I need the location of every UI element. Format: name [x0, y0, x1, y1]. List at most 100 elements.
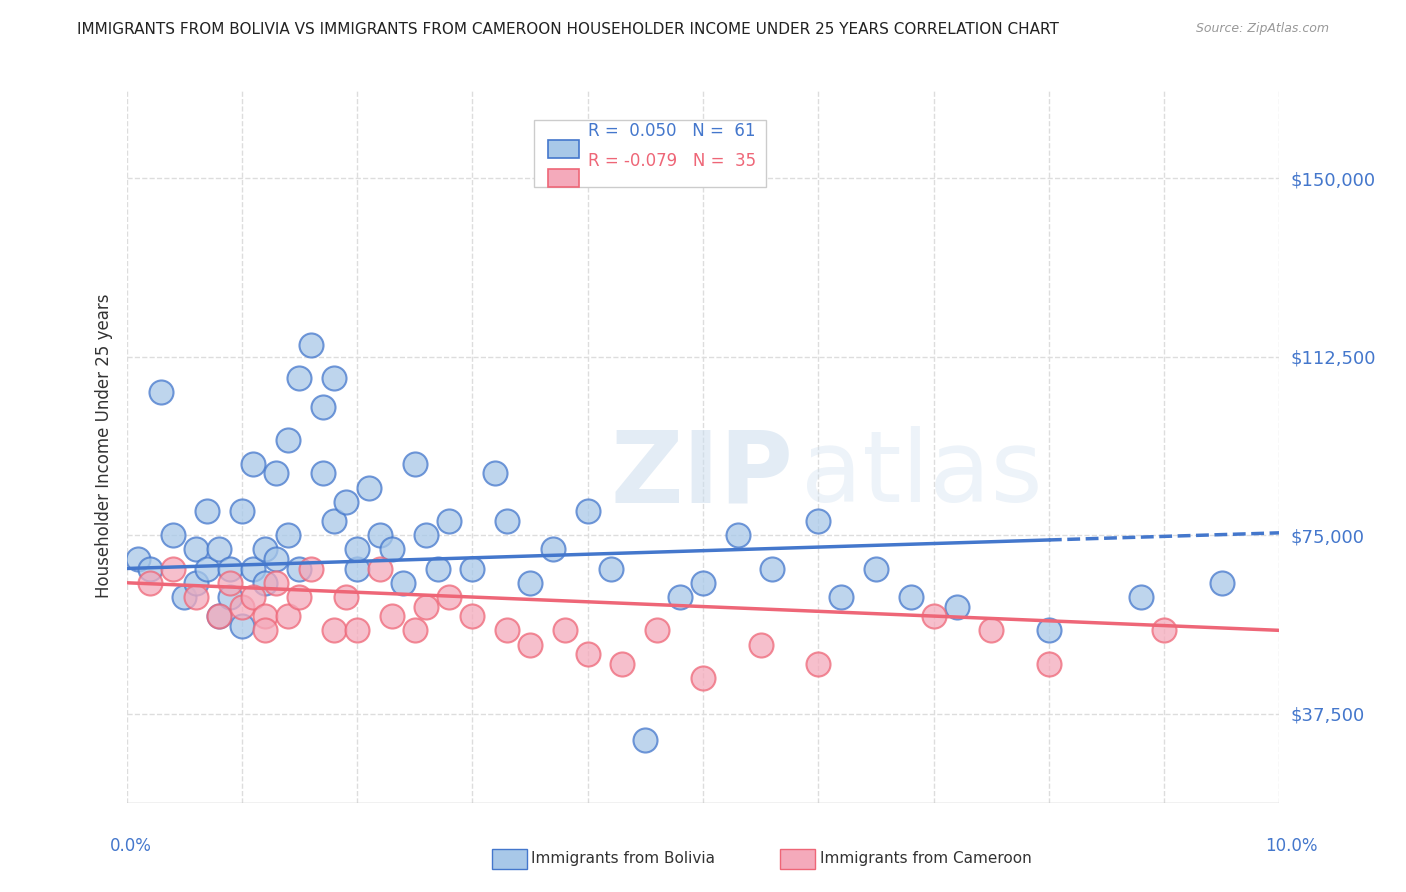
Point [150, 385, 173, 400]
Text: R =  0.050   N =  61: R = 0.050 N = 61 [588, 122, 755, 140]
Point [368, 528, 391, 542]
Point [980, 624, 1002, 638]
Point [127, 552, 149, 566]
Point [945, 599, 967, 614]
Point [162, 528, 184, 542]
Point [242, 457, 264, 471]
Point [184, 575, 207, 590]
Point [288, 371, 311, 385]
Point [554, 624, 576, 638]
Point [830, 590, 852, 604]
Point [900, 590, 922, 604]
Point [277, 528, 299, 542]
Point [253, 609, 276, 624]
Point [184, 542, 207, 557]
Point [727, 528, 749, 542]
Point [173, 590, 195, 604]
Point [519, 575, 541, 590]
Text: Source: ZipAtlas.com: Source: ZipAtlas.com [1195, 22, 1329, 36]
Point [184, 590, 207, 604]
Point [404, 457, 426, 471]
Point [208, 542, 231, 557]
Point [612, 657, 634, 671]
Point [576, 504, 599, 518]
Point [266, 467, 288, 481]
Point [288, 561, 311, 575]
Point [1153, 624, 1175, 638]
Text: atlas: atlas [801, 426, 1043, 523]
Point [219, 575, 242, 590]
Point [357, 481, 380, 495]
Point [335, 590, 357, 604]
Point [219, 561, 242, 575]
Point [288, 590, 311, 604]
Point [439, 590, 461, 604]
Point [266, 552, 288, 566]
Point [1038, 657, 1060, 671]
Point [461, 609, 484, 624]
Point [323, 624, 346, 638]
Point [138, 575, 160, 590]
Point [692, 671, 714, 685]
Point [461, 561, 484, 575]
Point [807, 514, 830, 528]
Point [277, 609, 299, 624]
Point [299, 561, 322, 575]
Point [749, 638, 772, 652]
Point [208, 609, 231, 624]
Point [484, 467, 506, 481]
Y-axis label: Householder Income Under 25 years: Householder Income Under 25 years [94, 293, 112, 599]
Point [392, 575, 415, 590]
Point [323, 371, 346, 385]
Point [1038, 624, 1060, 638]
Point [404, 624, 426, 638]
Point [242, 590, 264, 604]
Point [346, 542, 368, 557]
Text: Immigrants from Bolivia: Immigrants from Bolivia [531, 852, 716, 866]
Point [253, 575, 276, 590]
Point [311, 467, 333, 481]
Point [323, 514, 346, 528]
Point [634, 732, 657, 747]
Point [599, 561, 621, 575]
Point [692, 575, 714, 590]
Point [195, 504, 218, 518]
Point [368, 561, 391, 575]
Point [439, 514, 461, 528]
Point [496, 624, 519, 638]
Text: 0.0%: 0.0% [110, 837, 152, 855]
Text: Immigrants from Cameroon: Immigrants from Cameroon [820, 852, 1032, 866]
Point [807, 657, 830, 671]
Point [415, 528, 437, 542]
Point [242, 561, 264, 575]
Point [381, 609, 404, 624]
Point [576, 647, 599, 661]
Point [761, 561, 783, 575]
Point [415, 599, 437, 614]
Point [1130, 590, 1153, 604]
Point [138, 561, 160, 575]
Point [277, 433, 299, 447]
Point [253, 624, 276, 638]
Point [519, 638, 541, 652]
Point [162, 561, 184, 575]
Point [231, 599, 253, 614]
Point [231, 504, 253, 518]
Text: R = -0.079   N =  35: R = -0.079 N = 35 [588, 152, 756, 169]
Point [541, 542, 564, 557]
Point [496, 514, 519, 528]
Point [311, 400, 333, 414]
Point [346, 624, 368, 638]
Point [231, 618, 253, 632]
Point [865, 561, 887, 575]
Point [195, 561, 218, 575]
Point [426, 561, 449, 575]
Text: ZIP: ZIP [610, 426, 793, 523]
Point [669, 590, 692, 604]
Point [335, 495, 357, 509]
Text: IMMIGRANTS FROM BOLIVIA VS IMMIGRANTS FROM CAMEROON HOUSEHOLDER INCOME UNDER 25 : IMMIGRANTS FROM BOLIVIA VS IMMIGRANTS FR… [77, 22, 1059, 37]
Text: 10.0%: 10.0% [1265, 837, 1317, 855]
Point [346, 561, 368, 575]
Point [381, 542, 404, 557]
Point [219, 590, 242, 604]
